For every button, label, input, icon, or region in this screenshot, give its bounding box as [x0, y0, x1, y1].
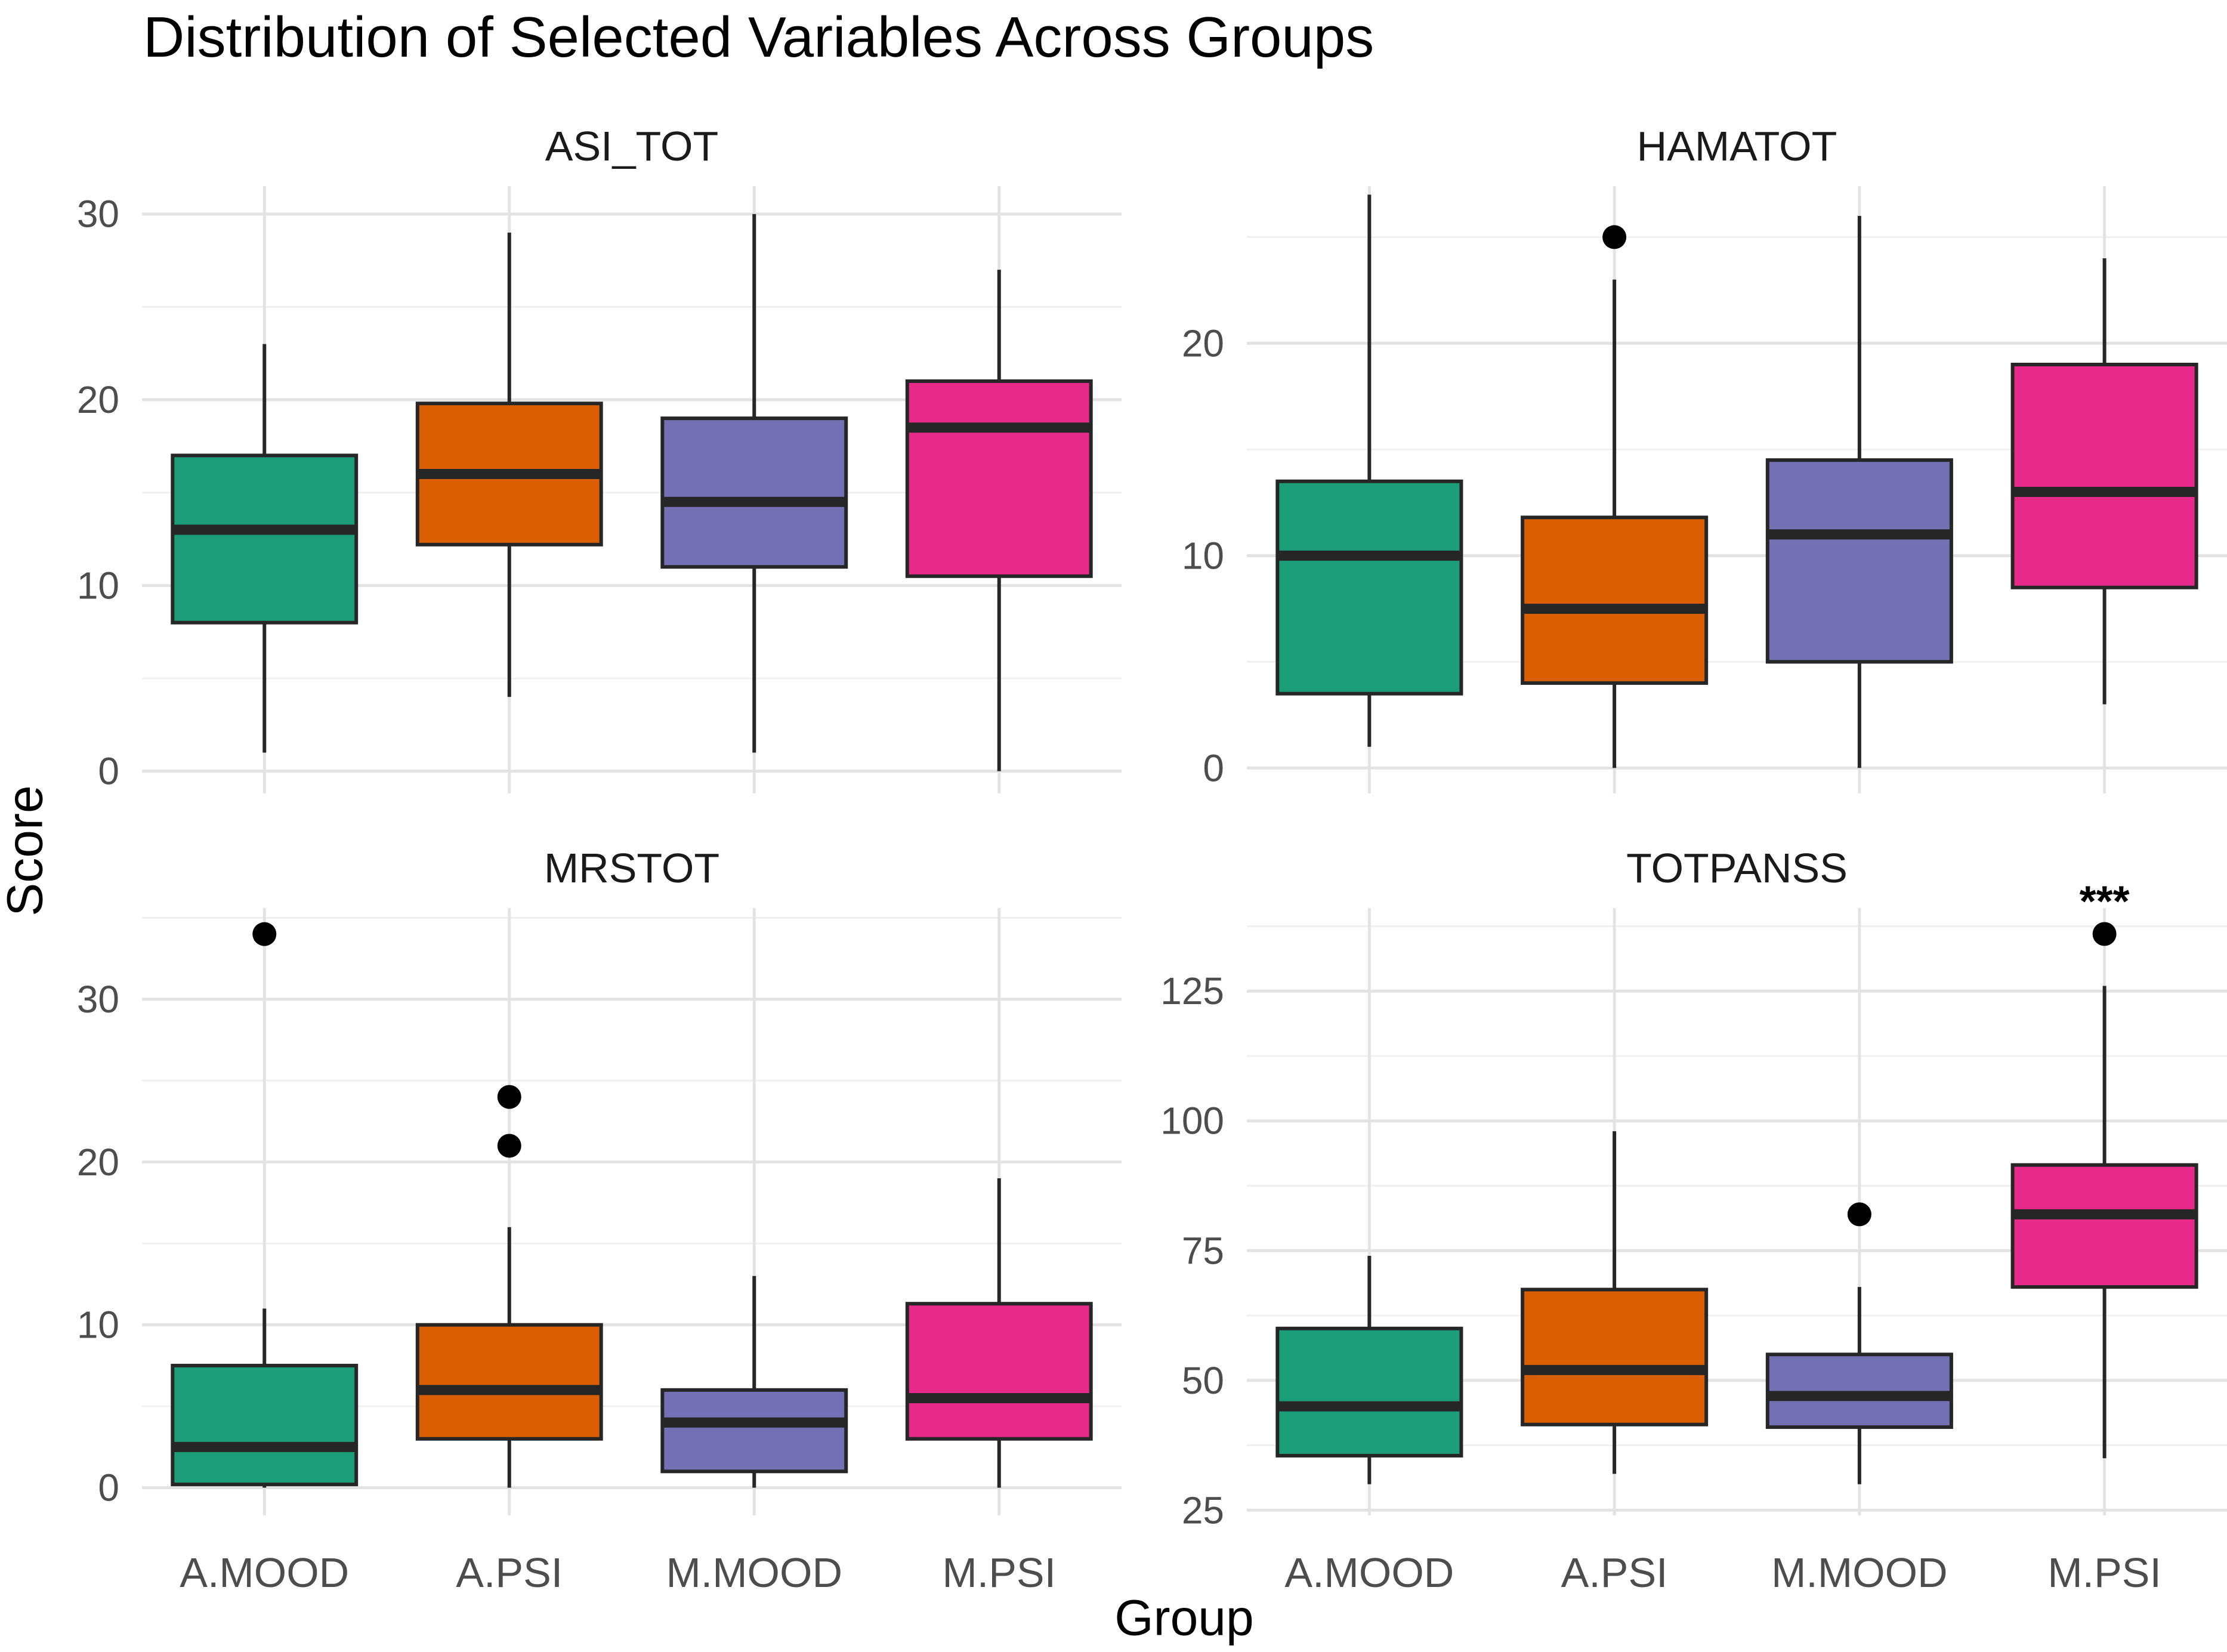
facet-title-mrstot: MRSTOT [544, 845, 719, 891]
totpanss-outlier-m-psi [2092, 922, 2117, 946]
totpanss-y-tick-label: 50 [1182, 1359, 1224, 1402]
mrstot-y-tick-label: 30 [77, 978, 119, 1021]
mrstot-outlier-a-mood [252, 922, 277, 946]
mrstot-outlier-a-psi [497, 1134, 521, 1158]
x-tick-label-a-psi: A.PSI [456, 1549, 563, 1596]
totpanss-box-a-psi [1521, 1287, 1709, 1426]
mrstot-outlier-a-psi [497, 1085, 521, 1109]
facet-title-totpanss: TOTPANSS [1626, 845, 1848, 891]
mrstot-box-m-mood [660, 1388, 848, 1474]
chart-title: Distribution of Selected Variables Acros… [143, 5, 1374, 69]
totpanss-y-tick-label: 125 [1160, 969, 1224, 1012]
x-tick-label-m-mood: M.MOOD [1771, 1549, 1948, 1596]
x-axis-label: Group [1114, 1589, 1254, 1646]
x-tick-label-a-mood: A.MOOD [1284, 1549, 1454, 1596]
mrstot-y-tick-label: 20 [77, 1141, 119, 1184]
totpanss-box-m-mood [1765, 1353, 1953, 1429]
totpanss-box-a-mood [1275, 1326, 1463, 1458]
x-tick-label-m-psi: M.PSI [2047, 1549, 2161, 1596]
totpanss-outlier-m-mood [1847, 1202, 1871, 1227]
x-tick-label-a-psi: A.PSI [1561, 1549, 1668, 1596]
hamatot-box-m-psi [2010, 362, 2198, 589]
hamatot-y-tick-label: 10 [1182, 534, 1224, 577]
asi-tot-y-tick-label: 0 [98, 750, 119, 793]
mrstot-box-a-psi [415, 1323, 603, 1441]
hamatot-box-m-mood [1765, 458, 1953, 664]
asi-tot-box-m-psi [905, 379, 1093, 578]
hamatot-box-a-mood [1275, 479, 1463, 696]
totpanss-y-tick-label: 25 [1182, 1489, 1224, 1531]
x-tick-label-m-psi: M.PSI [942, 1549, 1056, 1596]
facet-title-asi-tot: ASI_TOT [545, 123, 718, 169]
x-tick-label-m-mood: M.MOOD [666, 1549, 842, 1596]
hamatot-y-tick-label: 0 [1203, 746, 1224, 789]
totpanss-box-m-psi [2010, 1163, 2198, 1289]
mrstot-box-m-psi [905, 1302, 1093, 1441]
facet-title-hamatot: HAMATOT [1637, 123, 1837, 169]
asi-tot-box-m-mood [660, 416, 848, 569]
hamatot-box-a-psi [1521, 515, 1709, 685]
hamatot-y-tick-label: 20 [1182, 322, 1224, 365]
totpanss-y-tick-label: 100 [1160, 1100, 1224, 1142]
asi-tot-y-tick-label: 30 [77, 193, 119, 236]
mrstot-box-a-mood [171, 1363, 359, 1487]
mrstot-y-tick-label: 10 [77, 1304, 119, 1347]
mrstot-y-tick-label: 0 [98, 1466, 119, 1509]
hamatot-outlier-a-psi [1602, 225, 1627, 249]
asi-tot-y-tick-label: 20 [77, 378, 119, 421]
asi-tot-y-tick-label: 10 [77, 564, 119, 607]
asi-tot-box-a-mood [171, 453, 359, 625]
totpanss-significance-annotation: *** [2080, 878, 2130, 926]
totpanss-y-tick-label: 75 [1182, 1229, 1224, 1272]
x-tick-label-a-mood: A.MOOD [180, 1549, 349, 1596]
